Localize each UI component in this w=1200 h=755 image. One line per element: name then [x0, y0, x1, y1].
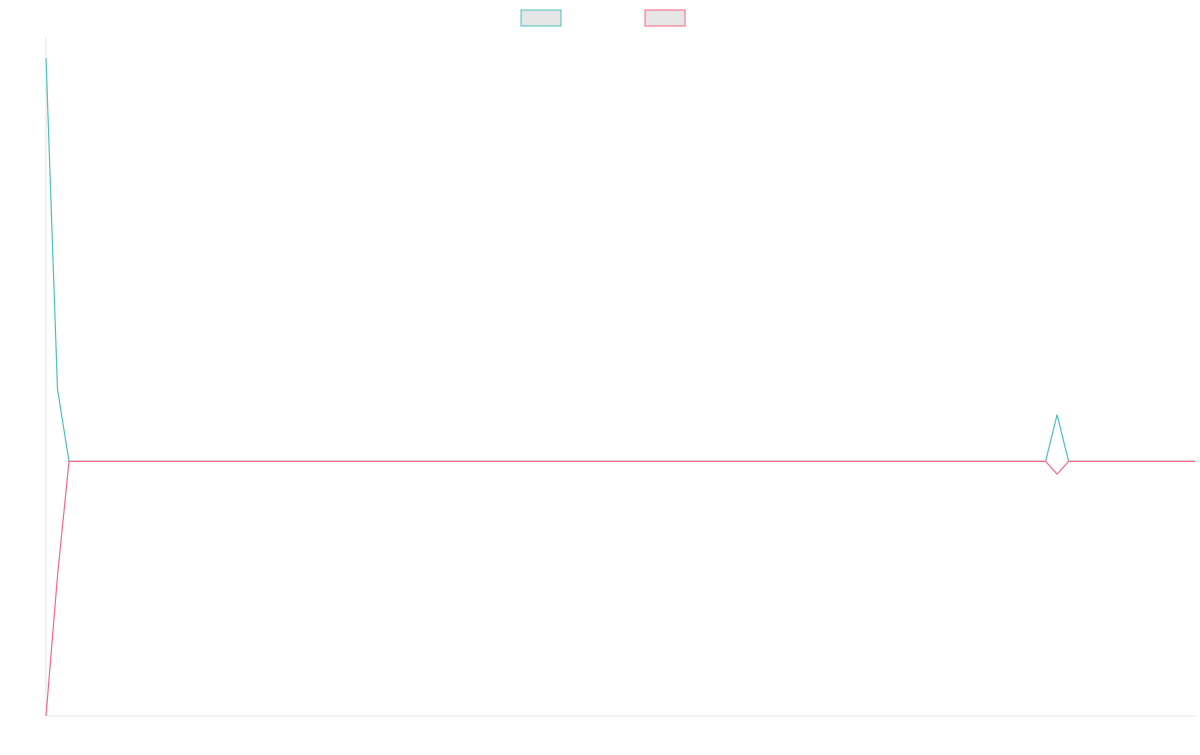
legend-swatch-2 — [644, 9, 686, 27]
legend — [520, 9, 686, 27]
legend-item-1 — [520, 9, 562, 27]
series-lines — [45, 58, 1195, 717]
legend-item-2 — [644, 9, 686, 27]
axes — [45, 37, 1195, 717]
series-line-2 — [45, 460, 1195, 717]
series-line-1 — [45, 58, 1195, 462]
legend-swatch-1 — [520, 9, 562, 27]
